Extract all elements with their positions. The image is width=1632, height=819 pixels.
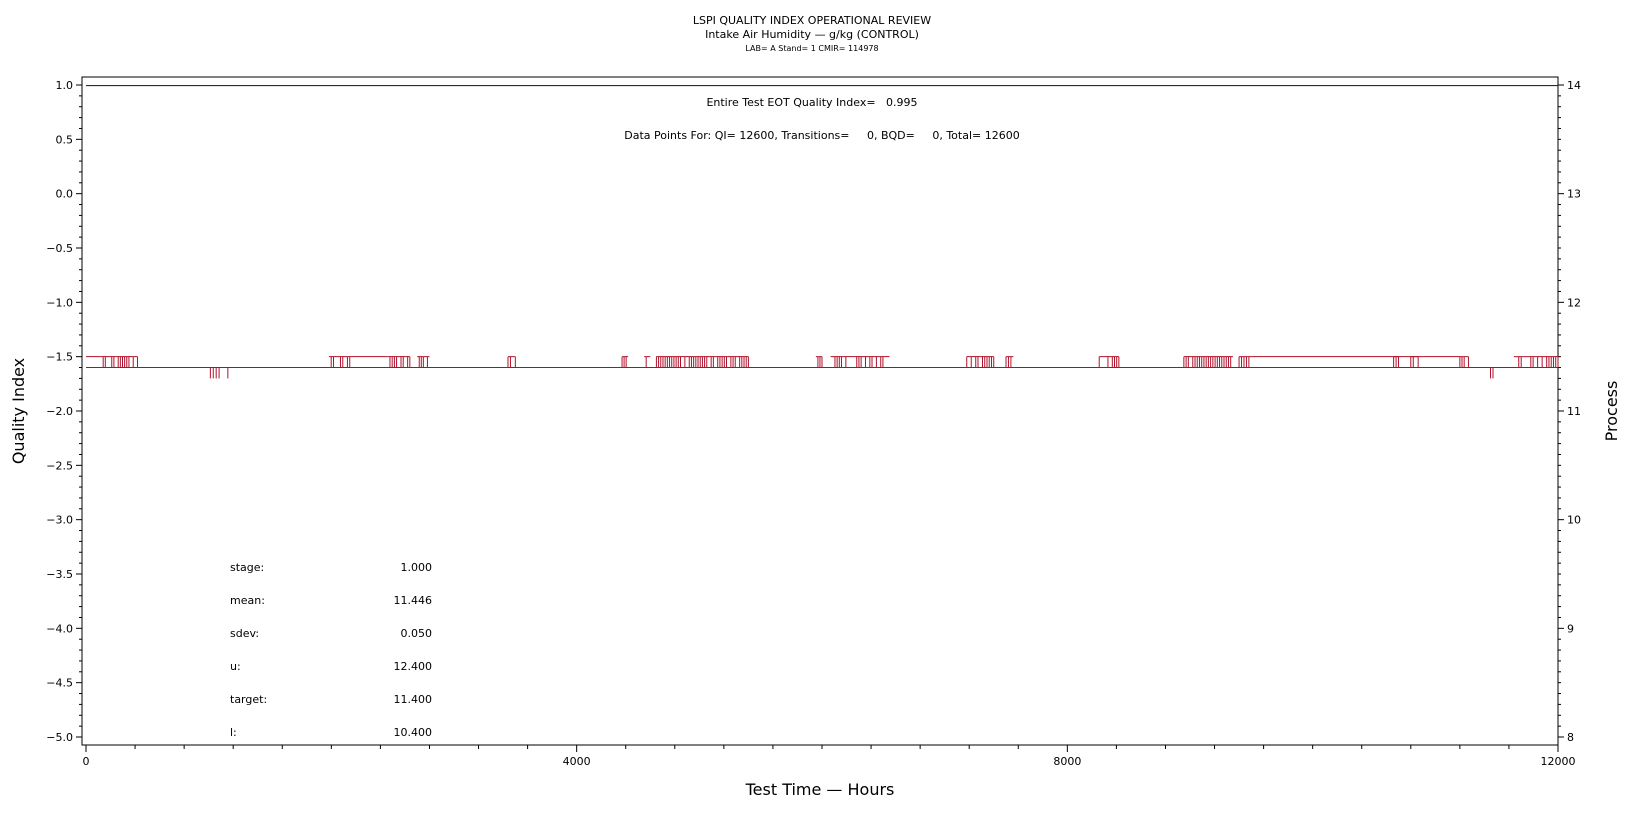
y2-tick-label: 9 [1567,622,1574,635]
y-tick-label: −0.5 [46,242,73,255]
y-tick-label: −3.5 [46,568,73,581]
stat-label: sdev: [230,627,259,640]
x-axis-ticks: 0 4000 8000 12000 [83,745,1576,768]
y-tick-label: 1.0 [56,79,74,92]
stat-label: l: [230,726,237,739]
process-series [86,356,1559,379]
y2-tick-label: 13 [1567,188,1581,201]
chart-title: LSPI QUALITY INDEX OPERATIONAL REVIEW [693,14,931,27]
y-tick-label: 0.0 [56,188,74,201]
y-axis-label: Quality Index [9,358,28,464]
y-tick-label: −4.0 [46,622,73,635]
y2-tick-label: 12 [1567,296,1581,309]
y2-axis-ticks: 14 13 12 11 10 9 8 [1558,79,1581,744]
plot-frame [81,76,1559,746]
stat-value: 11.400 [394,693,433,706]
y2-tick-label: 8 [1567,731,1574,744]
y2-axis-label: Process [1602,381,1621,442]
chart-subtitle: Intake Air Humidity — g/kg (CONTROL) [705,28,919,41]
data-points-annotation: Data Points For: QI= 12600, Transitions=… [624,129,1019,142]
x-tick-label: 12000 [1541,755,1576,768]
stats-table: stage: 1.000 mean: 11.446 sdev: 0.050 u: 12.400… [230,561,432,739]
y-axis-ticks: 1.0 0.5 0.0 −0.5 −1.0 −1.5 −2.0 −2.5 −3.0 −3.5 −4.… [46,79,82,744]
y-tick-label: −2.0 [46,405,73,418]
stat-value: 12.400 [394,660,433,673]
eot-quality-annotation: Entire Test EOT Quality Index= 0.995 [706,96,917,109]
x-tick-label: 0 [83,755,90,768]
stat-label: mean: [230,594,265,607]
stat-value: 11.446 [394,594,433,607]
x-axis-label: Test Time — Hours [745,780,895,799]
x-tick-label: 4000 [563,755,591,768]
stat-value: 0.050 [401,627,433,640]
y-tick-label: −1.5 [46,351,73,364]
stat-value: 1.000 [401,561,433,574]
y-tick-label: −4.5 [46,677,73,690]
y-tick-label: 0.5 [56,133,74,146]
chart-subtitle-meta: LAB= A Stand= 1 CMIR= 114978 [745,44,878,53]
y-tick-label: −1.0 [46,296,73,309]
y2-tick-label: 10 [1567,514,1581,527]
y-tick-label: −2.5 [46,459,73,472]
stat-label: u: [230,660,241,673]
y2-tick-label: 14 [1567,79,1581,92]
stat-value: 10.400 [394,726,433,739]
stat-label: target: [230,693,267,706]
y2-tick-label: 11 [1567,405,1581,418]
y-tick-label: −3.0 [46,514,73,527]
y-tick-label: −5.0 [46,731,73,744]
stat-label: stage: [230,561,264,574]
x-tick-label: 8000 [1053,755,1081,768]
